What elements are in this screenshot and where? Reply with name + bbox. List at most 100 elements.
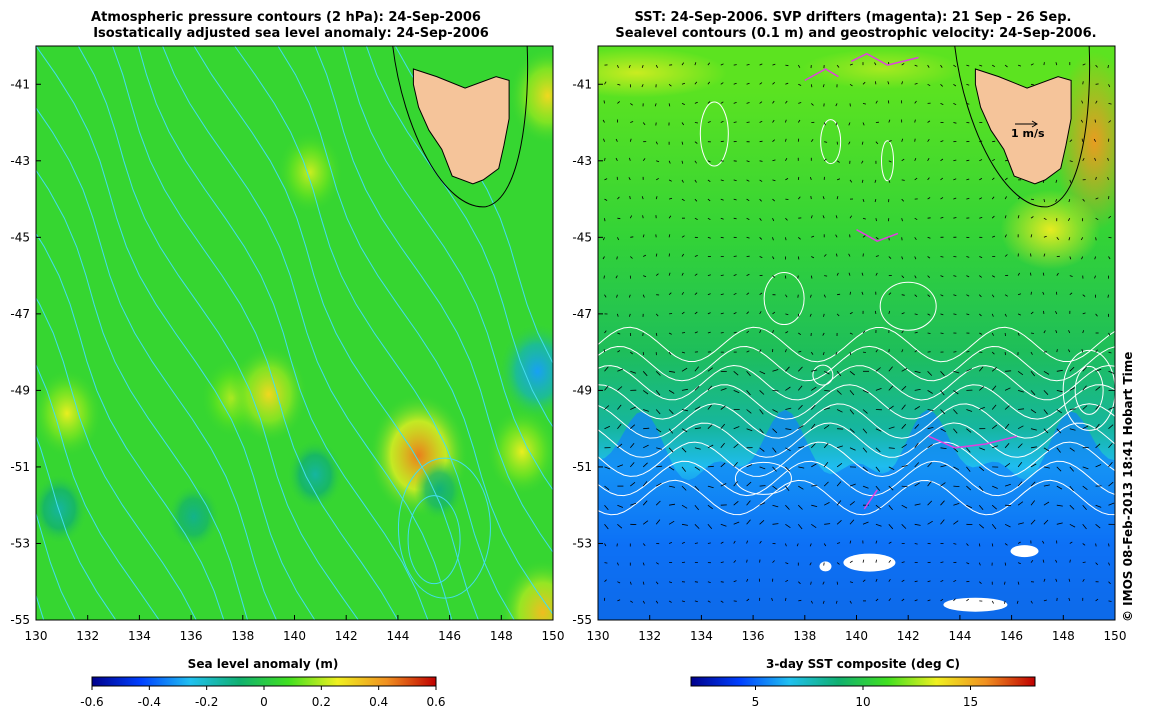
velocity-arrow xyxy=(734,256,737,257)
velocity-arrow xyxy=(1044,62,1045,65)
velocity-arrow xyxy=(889,237,890,240)
velocity-arrow xyxy=(617,544,618,547)
velocity-arrow xyxy=(760,141,763,142)
y-tick-label: -41 xyxy=(10,77,30,91)
y-tick-label: -41 xyxy=(572,77,592,91)
y-tick-label: -55 xyxy=(572,613,592,627)
cloud-mask xyxy=(843,554,895,572)
velocity-arrow xyxy=(643,428,649,429)
x-tick-label: 142 xyxy=(897,629,920,643)
y-tick-label: -53 xyxy=(572,536,592,550)
sla-anomaly-blob xyxy=(31,369,102,458)
velocity-arrow xyxy=(760,486,766,487)
velocity-arrow xyxy=(889,349,890,352)
velocity-arrow xyxy=(682,562,685,563)
velocity-arrow xyxy=(953,486,959,487)
velocity-arrow xyxy=(605,218,606,221)
right-title-line2: Sealevel contours (0.1 m) and geostrophi… xyxy=(615,26,1096,41)
sla-anomaly-blob xyxy=(486,407,557,496)
y-tick-label: -51 xyxy=(572,460,592,474)
velocity-arrow xyxy=(734,65,737,66)
velocity-arrow xyxy=(1005,371,1011,372)
sla-anomaly-blob xyxy=(287,439,344,510)
y-tick-label: -47 xyxy=(572,307,592,321)
velocity-arrow xyxy=(643,333,644,336)
x-tick-label: 140 xyxy=(845,629,868,643)
x-tick-label: 150 xyxy=(542,629,565,643)
y-tick-label: -43 xyxy=(572,154,592,168)
velocity-arrow xyxy=(888,100,889,103)
velocity-arrow xyxy=(915,139,916,142)
sla-anomaly-blob xyxy=(229,345,307,443)
x-tick-label: 130 xyxy=(587,629,610,643)
velocity-arrow xyxy=(1005,505,1011,506)
sla-anomaly-blob xyxy=(414,459,464,521)
velocity-arrow xyxy=(605,563,608,564)
x-tick-label: 136 xyxy=(742,629,765,643)
x-tick-label: 140 xyxy=(283,629,306,643)
velocity-arrow xyxy=(992,141,995,142)
y-tick-label: -45 xyxy=(572,230,592,244)
colorbar-gradient xyxy=(691,677,1035,686)
right-colorbar: 5 10 15 xyxy=(691,677,1035,709)
x-tick-label: 146 xyxy=(438,629,461,643)
velocity-arrow xyxy=(941,333,944,334)
x-tick-label: 134 xyxy=(128,629,151,643)
y-tick-label: -47 xyxy=(10,307,30,321)
velocity-arrow xyxy=(747,122,750,123)
velocity-scale-label: 1 m/s xyxy=(1011,127,1045,140)
y-tick-label: -43 xyxy=(10,154,30,168)
colorbar-tick-label: -0.6 xyxy=(80,695,103,709)
sla-plot-area xyxy=(0,46,681,666)
x-tick-label: 132 xyxy=(76,629,99,643)
colorbar-tick-label: 10 xyxy=(855,695,870,709)
x-tick-label: 130 xyxy=(25,629,48,643)
x-tick-label: 136 xyxy=(180,629,203,643)
x-tick-label: 148 xyxy=(490,629,513,643)
colorbar-gradient xyxy=(92,677,436,686)
sst-plot-area xyxy=(547,46,1135,620)
velocity-arrow xyxy=(902,180,905,181)
colorbar-tick-label: 15 xyxy=(963,695,978,709)
colorbar-tick-label: -0.2 xyxy=(195,695,218,709)
x-tick-label: 146 xyxy=(1000,629,1023,643)
sla-anomaly-blob xyxy=(277,130,344,214)
x-tick-label: 142 xyxy=(335,629,358,643)
velocity-arrow xyxy=(721,582,724,583)
y-tick-label: -51 xyxy=(10,460,30,474)
velocity-arrow xyxy=(721,333,724,334)
velocity-arrow xyxy=(875,81,876,84)
sla-anomaly-blob xyxy=(31,474,88,545)
y-tick-label: -49 xyxy=(10,383,30,397)
velocity-arrow xyxy=(695,582,698,583)
colorbar-tick-label: 0.6 xyxy=(426,695,445,709)
velocity-arrow xyxy=(837,582,838,585)
credit-text: © IMOS 08-Feb-2013 18:41 Hobart Time xyxy=(1121,352,1135,622)
x-tick-label: 144 xyxy=(386,629,409,643)
x-tick-label: 148 xyxy=(1052,629,1075,643)
velocity-arrow xyxy=(798,295,799,298)
velocity-arrow xyxy=(721,141,724,142)
sla-anomaly-blob xyxy=(509,47,587,145)
left-colorbar-label: Sea level anomaly (m) xyxy=(188,657,339,671)
velocity-arrow xyxy=(811,196,812,199)
colorbar-tick-label: 0 xyxy=(260,695,268,709)
left-map-panel: 130 132 134 136 138 140 142 144 146 148 150 -41 -43 -… xyxy=(0,46,681,666)
velocity-arrow xyxy=(630,237,633,238)
colorbar-tick-label: -0.4 xyxy=(138,695,161,709)
y-tick-label: -55 xyxy=(10,613,30,627)
colorbar-tick-label: 0.2 xyxy=(312,695,331,709)
x-tick-label: 134 xyxy=(690,629,713,643)
velocity-arrow xyxy=(837,294,840,295)
x-tick-label: 138 xyxy=(231,629,254,643)
colorbar-tick-label: 5 xyxy=(752,695,760,709)
velocity-arrow xyxy=(682,333,685,334)
y-tick-label: -45 xyxy=(10,230,30,244)
velocity-arrow xyxy=(1031,333,1034,334)
velocity-arrow xyxy=(604,100,605,103)
velocity-arrow xyxy=(953,352,956,353)
y-tick-label: -49 xyxy=(572,383,592,397)
